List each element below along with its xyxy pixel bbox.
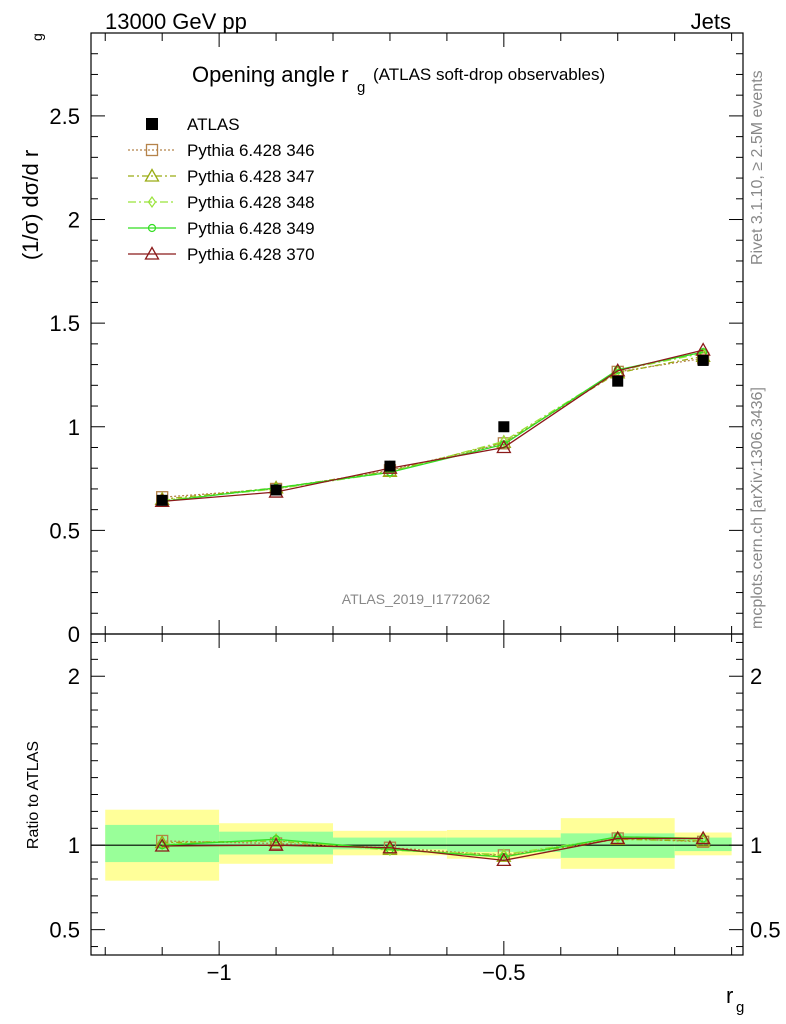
ratio-y-axis-label: Ratio to ATLAS <box>25 741 42 849</box>
legend-marker-atlas <box>146 118 158 130</box>
main-y-tick-label: 0.5 <box>49 518 80 543</box>
ratio-y-tick-label-right: 0.5 <box>750 918 781 943</box>
ratio-y-tick-label-left: 2 <box>68 664 80 689</box>
plot-title-main: Opening angle r <box>192 62 349 87</box>
legend-label-s347: Pythia 6.428 347 <box>187 167 315 186</box>
ratio-point-s370 <box>695 830 711 845</box>
legend-label-s346: Pythia 6.428 346 <box>187 141 315 160</box>
ratio-point-s370 <box>496 852 512 867</box>
legend-label-s348: Pythia 6.428 348 <box>187 193 315 212</box>
mcplots-label: mcplots.cern.ch [arXiv:1306.3436] <box>749 387 766 629</box>
main-y-axis-label-text: (1/σ) dσ/d r <box>18 150 43 260</box>
legend-label-s349: Pythia 6.428 349 <box>187 219 315 238</box>
ratio-series-lines <box>154 830 711 867</box>
x-tick-label: −0.5 <box>482 960 525 985</box>
main-y-tick-label: 1 <box>68 415 80 440</box>
ratio-y-tick-label-left: 0.5 <box>49 918 80 943</box>
ratio-line-s349 <box>162 836 704 858</box>
ratio-y-tick-label-left: 1 <box>68 833 80 858</box>
series-line-s347 <box>162 355 704 500</box>
data-point <box>498 421 510 433</box>
legend-marker-s370 <box>144 246 160 260</box>
plot-title-paren: (ATLAS soft-drop observables) <box>373 65 605 84</box>
ratio-point-s370 <box>382 839 398 854</box>
main-y-tick-label: 2.5 <box>49 104 80 129</box>
main-series-lines <box>154 342 711 508</box>
main-y-tick-label: 1.5 <box>49 311 80 336</box>
ratio-point-s370 <box>154 838 170 852</box>
legend-marker-s347 <box>144 168 160 182</box>
data-point <box>612 375 624 387</box>
legend-marker-s349 <box>147 223 157 233</box>
legend: ATLAS Pythia 6.428 346 Pythia 6.428 347 Pyt… <box>128 115 315 264</box>
main-y-axis-label-subscript: g <box>29 33 45 41</box>
rivet-label: Rivet 3.1.10, ≥ 2.5M events <box>749 70 766 265</box>
analysis-watermark: ATLAS_2019_I1772062 <box>342 591 491 607</box>
series-point-s348 <box>499 435 509 448</box>
ratio-plot-frame <box>90 633 744 956</box>
ratio-y-tick-label-right: 1 <box>750 833 762 858</box>
series-point-s370 <box>496 439 512 454</box>
ratio-point-s370 <box>610 830 626 845</box>
data-point <box>270 484 282 496</box>
ratio-point-s349 <box>271 835 281 844</box>
legend-marker-s348 <box>147 195 157 209</box>
legend-marker-s346 <box>145 143 159 157</box>
axis-ticks <box>91 32 743 955</box>
ratio-y-tick-label-right: 2 <box>750 664 762 689</box>
axis-tick-labels: −1 −0.5 0 0.5 1 1.5 2 2.5 0.5 0.5 1 1 2 2 <box>49 104 780 985</box>
ratio-line-s346 <box>162 837 704 856</box>
x-axis-label-subscript: g <box>736 999 744 1016</box>
x-axis-label: r <box>726 983 733 1008</box>
legend-label-atlas: ATLAS <box>187 115 240 134</box>
ratio-point-s370 <box>268 837 284 851</box>
legend-label-s370: Pythia 6.428 370 <box>187 245 315 264</box>
ratio-point-s347 <box>154 834 170 849</box>
ratio-point-s348 <box>698 833 708 846</box>
data-point <box>156 494 168 506</box>
plot-title: Opening angle r <box>192 62 349 87</box>
main-y-tick-label: 0 <box>68 622 80 647</box>
ratio-point-s348 <box>499 848 509 861</box>
main-y-tick-label: 2 <box>68 208 80 233</box>
main-y-axis-label: (1/σ) dσ/d r <box>18 150 43 260</box>
header-right: Jets <box>691 9 731 34</box>
series-line-s370 <box>162 349 704 503</box>
x-tick-label: −1 <box>207 960 232 985</box>
ratio-line-s370 <box>162 837 704 862</box>
header-left: 13000 GeV pp <box>105 9 247 34</box>
data-point <box>384 460 396 472</box>
data-points <box>156 354 709 506</box>
data-point <box>697 354 709 366</box>
plot-title-subscript: g <box>357 79 365 96</box>
